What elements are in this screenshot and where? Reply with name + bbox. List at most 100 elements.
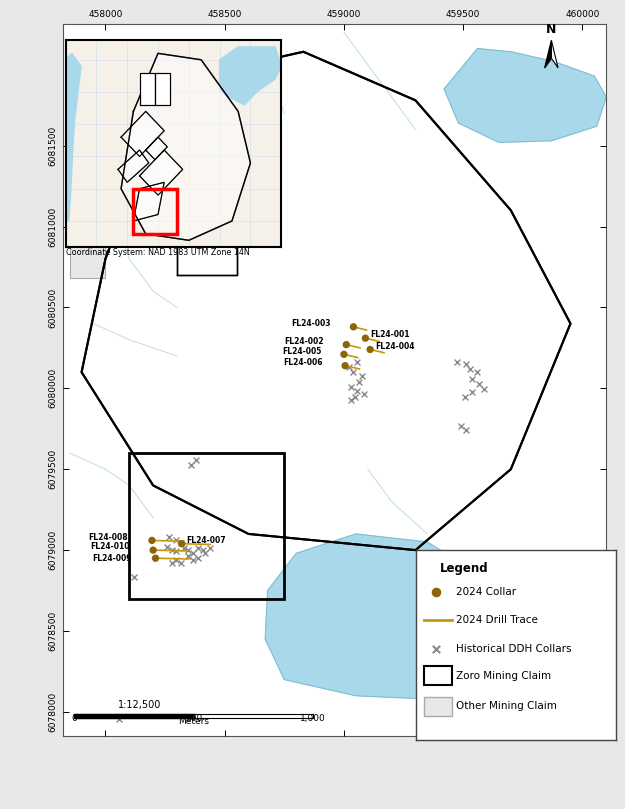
Point	[191, 453, 201, 466]
Polygon shape	[139, 73, 155, 105]
Text: 500: 500	[185, 714, 202, 722]
Point	[349, 366, 359, 379]
Point	[346, 394, 356, 407]
Text: FL24-008: FL24-008	[89, 532, 128, 541]
Point	[183, 550, 193, 563]
Point	[468, 372, 478, 385]
Text: 1,000: 1,000	[300, 714, 326, 722]
Polygon shape	[545, 40, 551, 68]
Point	[167, 557, 177, 570]
Point	[341, 338, 351, 351]
Point	[171, 534, 181, 547]
Polygon shape	[153, 65, 213, 146]
Point	[167, 544, 177, 557]
Point	[365, 343, 375, 356]
Bar	[129, 453, 284, 599]
Bar	[106, 149, 153, 214]
Polygon shape	[146, 138, 168, 159]
Text: 1:12,500: 1:12,500	[118, 701, 162, 710]
Polygon shape	[213, 65, 272, 146]
Point	[461, 423, 471, 436]
Polygon shape	[444, 49, 606, 142]
Text: 0: 0	[71, 714, 78, 722]
Text: Zoro Mining Claim: Zoro Mining Claim	[456, 671, 551, 680]
Point	[183, 544, 193, 557]
Polygon shape	[155, 73, 171, 105]
Polygon shape	[118, 150, 149, 182]
Point	[352, 384, 362, 397]
Point	[361, 332, 371, 345]
Point	[200, 547, 210, 560]
Text: FL24-005: FL24-005	[282, 346, 321, 355]
Point	[171, 553, 181, 566]
Point	[461, 358, 471, 371]
Point	[456, 419, 466, 432]
Point	[188, 553, 198, 566]
Polygon shape	[265, 534, 506, 699]
Text: Meters: Meters	[178, 717, 209, 726]
Bar	[69, 214, 106, 278]
Text: 2024 Collar: 2024 Collar	[456, 587, 516, 597]
Point	[186, 458, 196, 471]
Point	[177, 537, 187, 550]
Bar	[106, 116, 153, 149]
Point	[193, 552, 203, 565]
Point	[346, 380, 356, 393]
Point	[354, 375, 364, 388]
Text: FL24-001: FL24-001	[370, 330, 409, 339]
Point	[352, 356, 362, 369]
Text: Historical DDH Collars: Historical DDH Collars	[456, 644, 571, 654]
Bar	[424, 697, 452, 715]
Point	[468, 385, 478, 398]
Text: Legend: Legend	[439, 561, 488, 574]
Point	[114, 712, 124, 725]
Point	[479, 382, 489, 395]
Text: FL24-004: FL24-004	[375, 341, 414, 350]
Polygon shape	[133, 182, 164, 221]
Point	[148, 544, 158, 557]
Point	[349, 320, 359, 333]
Point	[357, 370, 367, 383]
Polygon shape	[66, 53, 81, 221]
Point	[129, 571, 139, 584]
Point	[198, 544, 208, 557]
Text: Other Mining Claim: Other Mining Claim	[456, 701, 556, 711]
Point	[176, 537, 186, 550]
Point	[188, 547, 198, 560]
Point	[460, 390, 470, 403]
Polygon shape	[139, 150, 182, 195]
Bar	[133, 188, 176, 234]
Point	[359, 388, 369, 400]
Point	[472, 366, 482, 379]
Bar	[424, 666, 452, 685]
Point	[151, 552, 161, 565]
Point	[351, 391, 361, 404]
Point	[339, 348, 349, 361]
Polygon shape	[551, 40, 558, 68]
Text: FL24-010: FL24-010	[90, 542, 129, 551]
Polygon shape	[121, 112, 164, 156]
Text: FL24-006: FL24-006	[283, 358, 322, 366]
Text: Coordinate System: NAD 1983 UTM Zone 14N: Coordinate System: NAD 1983 UTM Zone 14N	[66, 248, 249, 257]
Point	[465, 362, 475, 375]
Point	[431, 642, 441, 655]
Text: FL24-007: FL24-007	[186, 536, 226, 544]
Point	[193, 542, 203, 555]
Point	[179, 542, 189, 555]
Point	[147, 534, 157, 547]
Text: 2024 Drill Trace: 2024 Drill Trace	[456, 616, 538, 625]
Point	[344, 361, 354, 374]
Point	[340, 359, 350, 372]
Point	[452, 355, 462, 368]
Point	[176, 557, 186, 570]
Text: FL24-009: FL24-009	[92, 554, 132, 563]
Point	[205, 542, 215, 555]
Point	[431, 586, 441, 599]
Point	[162, 540, 172, 553]
Text: FL24-002: FL24-002	[284, 337, 324, 345]
Polygon shape	[121, 53, 251, 240]
Point	[171, 545, 181, 558]
Polygon shape	[177, 235, 237, 275]
Point	[164, 531, 174, 544]
Text: FL24-003: FL24-003	[291, 319, 331, 328]
